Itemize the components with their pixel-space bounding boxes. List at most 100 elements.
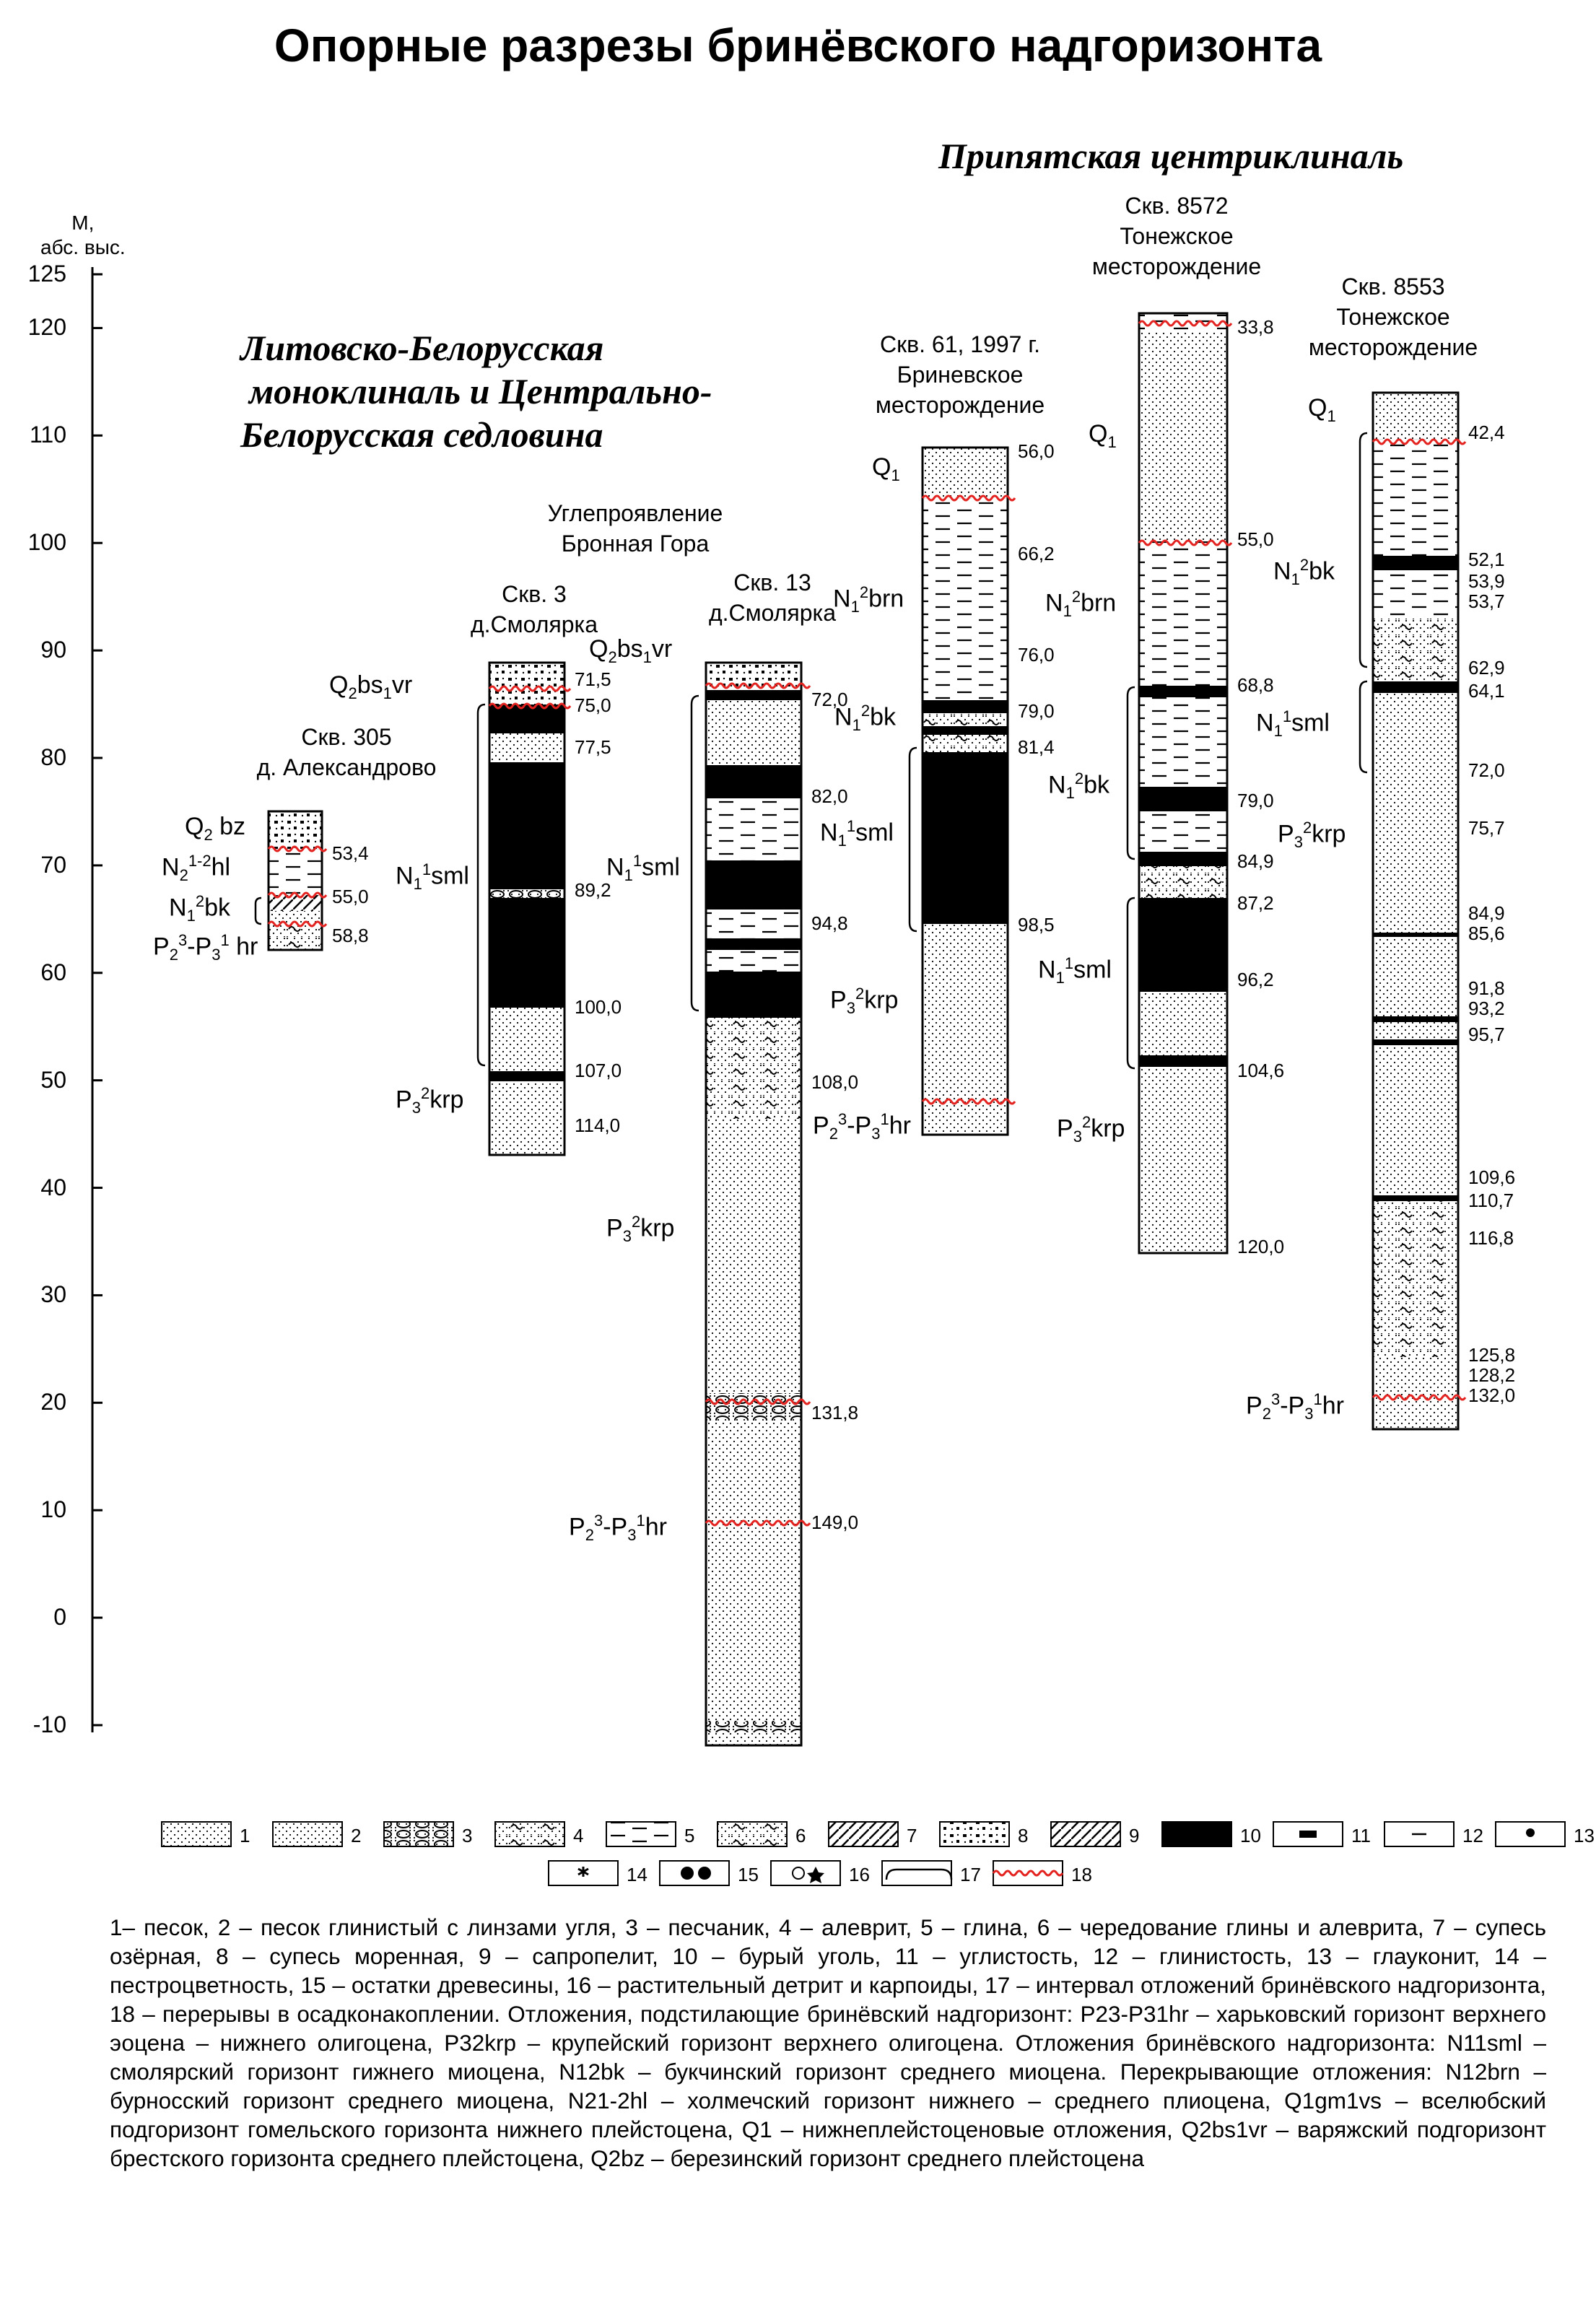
caption-line: Скв. 3 [502, 581, 567, 607]
strat-label: Q2bs1vr [329, 671, 413, 702]
depth-label: 96,2 [1237, 969, 1274, 990]
axis-unit-label: М, абс. выс. [40, 211, 126, 260]
well-caption-3: Скв. 3 д.Смолярка [426, 579, 642, 640]
brown-coal-layer [1139, 852, 1227, 866]
depth-label: 95,7 [1468, 1024, 1505, 1045]
depth-label: 71,5 [575, 668, 611, 690]
caption-line: месторождение [875, 392, 1045, 418]
figure-title: Опорные разрезы бринёвского надгоризонта [274, 19, 1322, 71]
depth-label: 55,0 [332, 886, 369, 907]
rock-layer [1373, 393, 1458, 439]
strat-label: Q2 bz [185, 813, 246, 844]
rock-layer [1373, 937, 1458, 1016]
sections-diagram [91, 267, 1467, 1747]
region-pripyat: Припятская центриклиналь [938, 136, 1404, 176]
legend-number: 17 [960, 1864, 981, 1885]
depth-label: 79,0 [1018, 700, 1055, 722]
interval-bracket [1359, 680, 1368, 774]
depth-label: 53,4 [332, 842, 369, 864]
hiatus-line [1372, 1394, 1467, 1401]
strat-label: P32krp [1278, 819, 1346, 852]
axis-tick-label: 100 [27, 529, 66, 556]
brown-coal-layer [489, 898, 564, 1008]
caption-line: д. Александрово [256, 754, 437, 780]
legend-number: 4 [573, 1825, 583, 1846]
legend-number: 3 [462, 1825, 472, 1846]
legend-number: 6 [795, 1825, 806, 1846]
rock-layer [1373, 1045, 1458, 1195]
rock-layer [1139, 541, 1227, 686]
strat-label: Q1 [872, 453, 900, 484]
depth-label: 131,8 [811, 1402, 859, 1423]
hiatus-line [267, 891, 328, 899]
depth-label: 72,0 [1468, 759, 1505, 781]
depth-label: 75,7 [1468, 817, 1505, 839]
depth-label: 89,2 [575, 879, 611, 901]
brown-coal-layer [1139, 898, 1227, 992]
well-column [705, 661, 811, 1747]
brown-coal-layer [1373, 1195, 1458, 1201]
rock-layer [1373, 616, 1458, 664]
depth-label: 82,0 [811, 785, 848, 807]
depth-label: 81,4 [1018, 736, 1055, 758]
strat-label: N11sml [1256, 707, 1330, 741]
depth-label: 109,6 [1468, 1166, 1516, 1188]
axis-tick-label: 20 [40, 1389, 66, 1415]
strat-label: P23-P31hr [813, 1110, 911, 1143]
caption-line: Тонежское [1120, 223, 1234, 249]
depth-label: 93,2 [1468, 998, 1505, 1019]
legend-swatch [1161, 1821, 1232, 1847]
legend-mark [577, 1867, 589, 1877]
brown-coal-layer [706, 765, 801, 798]
depth-label: 53,9 [1468, 570, 1505, 592]
rock-layer [706, 950, 801, 972]
axis-tick-label: 125 [27, 261, 66, 287]
well-outline [488, 661, 566, 1156]
hiatus-line [705, 1519, 811, 1527]
legend-number: 13 [1574, 1825, 1595, 1846]
brown-coal-layer [706, 938, 801, 950]
legend-swatch [881, 1860, 952, 1886]
rock-layer [489, 663, 564, 689]
caption-line: Бриневское [897, 362, 1024, 388]
rock-layer [269, 895, 322, 911]
rock-layer [706, 1523, 801, 1721]
well-column [1372, 391, 1467, 1431]
axis-tick-label: 60 [40, 959, 66, 985]
hiatus-line [1372, 438, 1467, 445]
depth-label: 132,0 [1468, 1384, 1516, 1406]
rock-layer [923, 448, 1008, 498]
strat-label: Q1 [1089, 420, 1117, 451]
strat-label: N11sml [820, 817, 894, 850]
depth-label: 68,8 [1237, 674, 1274, 696]
interval-bracket [1126, 686, 1135, 860]
legend-number: 11 [1351, 1825, 1371, 1846]
strat-label: N12bk [169, 892, 230, 925]
legend-number: 12 [1462, 1825, 1483, 1846]
hiatus-line [705, 1398, 811, 1405]
rock-layer [269, 924, 322, 950]
legend-mark [885, 1868, 953, 1880]
strat-label: P23-P31hr [1246, 1390, 1344, 1423]
caption-line: Скв. 305 [301, 724, 392, 750]
legend-swatch [1273, 1821, 1343, 1847]
well-caption-305: Скв. 305 д. Александрово [238, 722, 455, 782]
rock-layer [706, 909, 801, 938]
rock-layer [269, 911, 322, 924]
depth-label: 116,8 [1468, 1227, 1514, 1249]
region-line: Белорусская седловина [240, 414, 603, 455]
legend-swatch [770, 1860, 841, 1886]
depth-label: 76,0 [1018, 644, 1055, 666]
depth-label: 85,6 [1468, 922, 1505, 944]
brown-coal-layer [1373, 1039, 1458, 1045]
legend-number: 18 [1071, 1864, 1092, 1885]
strat-label: P32krp [396, 1084, 464, 1117]
depth-label: 125,8 [1468, 1344, 1516, 1366]
interval-bracket [690, 694, 699, 1012]
depth-label: 53,7 [1468, 590, 1505, 612]
caption-line: д.Смолярка [470, 611, 598, 637]
rock-layer [1139, 811, 1227, 852]
depth-label: 58,8 [332, 925, 369, 946]
interval-bracket [476, 703, 486, 1067]
strat-label: P32krp [830, 985, 899, 1018]
